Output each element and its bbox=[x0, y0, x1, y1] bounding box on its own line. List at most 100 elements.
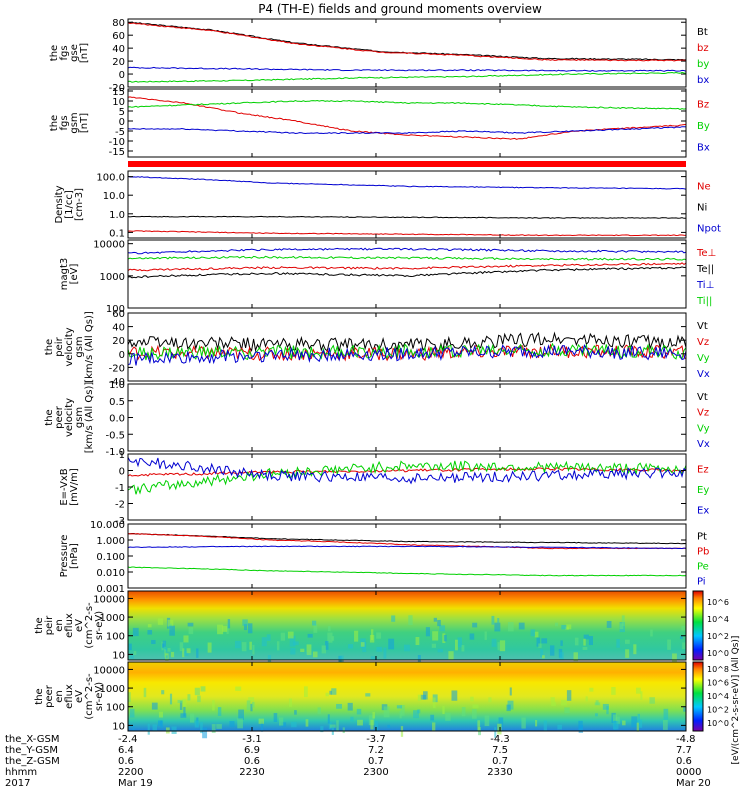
spectrogram-cell bbox=[662, 720, 668, 730]
spectrogram-cell bbox=[507, 622, 514, 632]
spectrogram-cell bbox=[133, 650, 137, 655]
spectrogram-cell bbox=[261, 637, 267, 647]
spectrogram-cell bbox=[165, 655, 168, 659]
spectrogram-cell bbox=[494, 622, 501, 632]
spectrogram-cell bbox=[616, 639, 620, 648]
series-line-Bt bbox=[127, 21, 687, 61]
y-tick-label: 1.0 bbox=[109, 210, 125, 221]
spectrogram-cell bbox=[541, 655, 545, 659]
spectrogram-cell bbox=[300, 648, 305, 653]
spectrogram-cell bbox=[325, 692, 329, 697]
spectrogram-cell bbox=[376, 646, 383, 652]
spectrogram-cell bbox=[640, 691, 643, 700]
spectrogram-cell bbox=[535, 720, 538, 727]
spectrogram-cell bbox=[432, 631, 439, 641]
spectrogram-cell bbox=[243, 624, 248, 631]
spectrogram-cell bbox=[518, 622, 525, 630]
y-tick-label: 1.0 bbox=[109, 380, 125, 391]
y-axis-label: (cm^2-s- bbox=[84, 673, 95, 720]
spectrogram-cell bbox=[207, 642, 212, 653]
spectrogram-cell bbox=[497, 723, 502, 735]
spectrogram-cell bbox=[365, 693, 371, 697]
spectrogram-cell bbox=[247, 623, 253, 634]
spectrogram-cell bbox=[506, 704, 511, 712]
series-line-Vt bbox=[127, 331, 687, 353]
spectrogram-cell bbox=[445, 712, 451, 721]
spectrogram-cell bbox=[281, 722, 287, 727]
spectrogram-cell bbox=[287, 631, 294, 639]
y-tick-label: -20 bbox=[109, 363, 125, 374]
x-tick-value: 0.7 bbox=[492, 756, 508, 767]
y-axis-label: the bbox=[44, 339, 55, 355]
y-axis-label: the bbox=[49, 45, 60, 61]
spectrogram-cell bbox=[360, 642, 365, 647]
legend-Pt: Pt bbox=[697, 532, 707, 543]
x-row-label: hhmm bbox=[5, 767, 37, 778]
spectrogram-cell bbox=[200, 722, 203, 734]
y-tick-label: 100 bbox=[106, 304, 125, 315]
y-tick-label: 40 bbox=[112, 44, 125, 55]
spectrogram-cell bbox=[606, 706, 609, 715]
spectrogram-cell bbox=[543, 720, 547, 731]
spectrogram-cell bbox=[461, 707, 466, 717]
spectrogram-cell bbox=[595, 713, 598, 717]
colorbar-tick: 10^4 bbox=[707, 615, 729, 624]
y-tick-label: 1000 bbox=[100, 613, 125, 624]
spectrogram-cell bbox=[234, 640, 241, 649]
spectrogram-cell bbox=[327, 714, 330, 724]
legend-Pe: Pe bbox=[697, 562, 709, 573]
legend-Ti||: Ti|| bbox=[696, 296, 712, 307]
y-axis-label: magt3 bbox=[59, 258, 70, 291]
legend-Ti⊥: Ti⊥ bbox=[696, 280, 714, 291]
spectrogram-cell bbox=[573, 652, 578, 662]
colorbar-tick: 10^0 bbox=[707, 649, 729, 658]
spectrogram-cell bbox=[196, 648, 199, 658]
spectrogram-cell bbox=[348, 644, 354, 649]
spectrogram-cell bbox=[637, 713, 640, 724]
spectrogram-cell bbox=[304, 686, 308, 698]
x-tick-value: 0.6 bbox=[244, 756, 260, 767]
spectrogram-cell bbox=[442, 706, 445, 714]
spectrogram-cell bbox=[471, 709, 477, 719]
y-tick-label: -20 bbox=[109, 83, 125, 94]
spectrogram-cell bbox=[509, 687, 512, 696]
x-tick-value: 0.6 bbox=[118, 756, 134, 767]
series-line-bz bbox=[127, 22, 687, 62]
spectrogram-cell bbox=[541, 638, 548, 644]
y-tick-label: 0 bbox=[119, 350, 125, 361]
y-axis-label: [1/cc] bbox=[64, 190, 75, 219]
spectrogram-cell bbox=[387, 724, 391, 728]
y-axis-label: the bbox=[44, 409, 55, 425]
spectrogram-cell bbox=[157, 720, 162, 727]
x-tick-value: 0.6 bbox=[676, 756, 692, 767]
spectrogram-cell bbox=[636, 722, 639, 732]
y-tick-label: 10.0 bbox=[103, 191, 125, 202]
spectrogram-cell bbox=[132, 726, 135, 731]
spectrogram-cell bbox=[420, 694, 426, 700]
spectrogram-cell bbox=[151, 702, 158, 710]
x-tick-value: 6.4 bbox=[118, 745, 134, 756]
y-axis-label: velocity bbox=[64, 398, 75, 437]
y-tick-label: 80 bbox=[112, 18, 125, 29]
spectrogram-cell bbox=[578, 720, 583, 730]
spectrogram-cell bbox=[472, 622, 478, 628]
spectrogram-cell bbox=[217, 624, 224, 635]
colorbar-tick: 10^6 bbox=[707, 598, 729, 607]
panel-frame bbox=[127, 239, 687, 309]
spectrogram-cell bbox=[498, 717, 504, 728]
series-line-Bx bbox=[127, 126, 687, 135]
spectrogram-cell bbox=[439, 625, 446, 632]
spectrogram-cell bbox=[484, 631, 487, 640]
spectrogram-cell bbox=[197, 695, 201, 703]
spectrogram-cell bbox=[183, 706, 186, 717]
spectrogram-cell bbox=[211, 724, 216, 733]
series-line-Pb bbox=[127, 533, 687, 550]
spectrogram-cell bbox=[200, 686, 206, 692]
spectrogram-cell bbox=[152, 724, 157, 732]
x-row-label: the_Z-GSM bbox=[5, 756, 60, 767]
panel-temperature: 100 1000 10000 magt3 [eV] Te⊥ Te|| Ti⊥ Ti|| bbox=[59, 239, 716, 315]
y-axis-label: en bbox=[54, 619, 65, 632]
y-tick-label: -1 bbox=[115, 483, 125, 494]
spectrogram-cell bbox=[417, 694, 422, 701]
